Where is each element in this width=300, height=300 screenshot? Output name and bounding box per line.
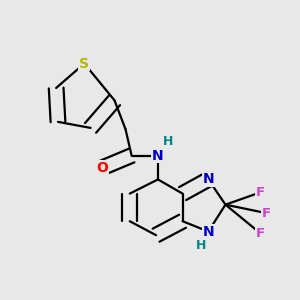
Text: H: H (196, 239, 206, 252)
Text: N: N (152, 148, 164, 163)
Text: S: S (79, 56, 89, 70)
Text: F: F (262, 207, 271, 220)
Text: H: H (163, 135, 173, 148)
Text: N: N (202, 172, 214, 186)
Text: F: F (256, 227, 265, 240)
Text: F: F (256, 186, 265, 199)
Text: O: O (96, 161, 108, 175)
Text: N: N (202, 224, 214, 239)
